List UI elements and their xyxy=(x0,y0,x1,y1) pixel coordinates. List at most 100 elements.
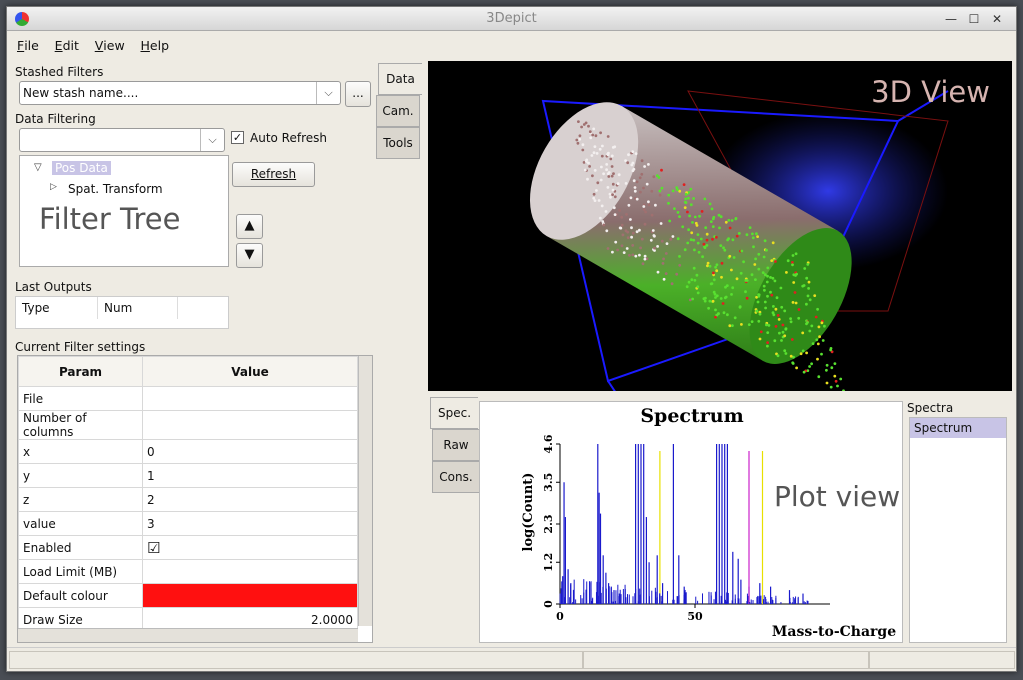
speckle-point xyxy=(731,238,735,242)
tree-expand-icon[interactable]: ▽ xyxy=(34,162,42,173)
speckle-point xyxy=(675,272,679,276)
column-header-value[interactable]: Value xyxy=(142,356,358,387)
speckle-point xyxy=(716,312,720,316)
settings-row[interactable]: Enabled ☑ xyxy=(18,535,358,560)
speckle-point xyxy=(720,275,723,279)
speckle-point xyxy=(695,224,699,227)
settings-row[interactable]: value 3 xyxy=(18,511,358,536)
tab-data[interactable]: Data xyxy=(378,63,422,95)
speckle-point xyxy=(649,238,653,242)
speckle-point xyxy=(634,254,638,258)
settings-value-cell[interactable]: ☑ xyxy=(142,535,358,560)
speckle-point xyxy=(803,267,807,270)
settings-row[interactable]: Load Limit (MB) xyxy=(18,559,358,584)
refresh-button[interactable]: Refresh xyxy=(232,162,315,187)
last-outputs-col-type[interactable]: Type xyxy=(16,297,98,319)
speckle-point xyxy=(724,220,728,224)
move-down-button[interactable]: ▼ xyxy=(236,243,263,268)
speckle-point xyxy=(709,220,713,224)
settings-value-cell[interactable] xyxy=(142,386,358,411)
column-header-param[interactable]: Param xyxy=(18,356,143,387)
settings-row[interactable]: Default colour xyxy=(18,583,358,608)
speckle-point xyxy=(795,366,798,370)
y-tick-label: 3.5 xyxy=(542,473,555,492)
chevron-down-icon[interactable]: ⌵ xyxy=(200,129,224,151)
settings-value-cell[interactable] xyxy=(142,583,358,608)
speckle-point xyxy=(703,246,707,250)
speckle-point xyxy=(808,365,811,368)
maximize-icon[interactable]: ☐ xyxy=(968,12,980,26)
settings-row[interactable]: Draw Size 2.0000 xyxy=(18,607,358,632)
auto-refresh-checkbox[interactable]: ✓ xyxy=(231,131,244,144)
close-icon[interactable]: ✕ xyxy=(991,12,1003,26)
speckle-point xyxy=(724,285,727,289)
chevron-down-icon[interactable]: ⌵ xyxy=(316,82,340,104)
spectra-list-item-spectrum[interactable]: Spectrum xyxy=(910,418,1006,438)
minimize-icon[interactable]: — xyxy=(945,12,957,26)
speckle-point xyxy=(763,288,766,292)
settings-value-cell[interactable]: 2 xyxy=(142,487,358,512)
speckle-point xyxy=(801,349,805,353)
menu-edit[interactable]: Edit xyxy=(54,38,79,53)
speckle-point xyxy=(600,204,604,208)
settings-value-cell[interactable] xyxy=(142,559,358,584)
speckle-point xyxy=(605,163,609,166)
tab-tools[interactable]: Tools xyxy=(376,127,420,159)
filter-tree[interactable]: ▽ Pos Data ▷ Spat. Transform Filter Tree xyxy=(19,155,229,267)
menu-help[interactable]: Help xyxy=(140,38,170,53)
speckle-point xyxy=(765,280,769,284)
move-up-button[interactable]: ▲ xyxy=(236,214,263,239)
speckle-point xyxy=(619,226,623,230)
speckle-point xyxy=(620,215,624,219)
settings-param-cell: Draw Size xyxy=(18,607,143,632)
tree-node-spat-transform[interactable]: Spat. Transform xyxy=(68,182,163,196)
tab-raw[interactable]: Raw xyxy=(432,429,480,461)
tab-cons[interactable]: Cons. xyxy=(432,461,480,493)
speckle-point xyxy=(581,143,585,147)
settings-row[interactable]: Number of columns xyxy=(18,410,358,440)
speckle-point xyxy=(757,252,761,256)
speckle-point xyxy=(611,193,614,197)
settings-value-cell[interactable]: 1 xyxy=(142,463,358,488)
speckle-point xyxy=(601,144,604,148)
stash-more-button[interactable]: ... xyxy=(345,81,371,107)
speckle-point xyxy=(745,233,749,237)
settings-value-cell[interactable]: 0 xyxy=(142,439,358,464)
tree-collapse-icon[interactable]: ▷ xyxy=(50,182,57,192)
speckle-point xyxy=(712,278,716,282)
menu-view[interactable]: View xyxy=(94,38,125,53)
menu-file[interactable]: File xyxy=(17,38,39,53)
speckle-point xyxy=(684,193,688,196)
settings-vertical-scrollbar[interactable] xyxy=(358,356,372,626)
stash-name-value: New stash name.... xyxy=(23,86,139,100)
speckle-point xyxy=(742,260,745,264)
tab-cam[interactable]: Cam. xyxy=(376,95,420,127)
stash-name-combo[interactable]: New stash name.... ⌵ xyxy=(19,81,341,105)
tree-node-pos-data[interactable]: Pos Data xyxy=(52,161,111,175)
spectra-list[interactable]: Spectrum xyxy=(909,417,1007,643)
settings-horizontal-scrollbar[interactable] xyxy=(18,628,358,642)
settings-value-cell[interactable]: 3 xyxy=(142,511,358,536)
3d-view-canvas[interactable]: 3D View xyxy=(428,61,1012,391)
tab-spec[interactable]: Spec. xyxy=(430,397,478,429)
settings-param-cell: x xyxy=(18,439,143,464)
speckle-point xyxy=(693,278,697,282)
settings-row[interactable]: File xyxy=(18,386,358,411)
speckle-point xyxy=(775,296,779,300)
settings-grid[interactable]: Param Value File Number of columns x 0 y 1 z 2 v… xyxy=(17,355,373,643)
settings-value-cell[interactable] xyxy=(142,410,358,440)
speckle-point xyxy=(759,330,763,334)
filter-add-combo[interactable]: ⌵ xyxy=(19,128,225,152)
settings-table[interactable]: Param Value File Number of columns x 0 y 1 z 2 v… xyxy=(18,356,358,632)
speckle-point xyxy=(640,159,644,163)
speckle-point xyxy=(730,268,733,272)
plot-view-caption: Plot view xyxy=(774,480,901,513)
last-outputs-col-num[interactable]: Num xyxy=(98,297,178,319)
last-outputs-table[interactable]: Type Num xyxy=(15,296,229,329)
speckle-point xyxy=(825,381,829,385)
plot-area[interactable]: Spectrum Mass-to-Charge log(Count) 0 1.2 2… xyxy=(479,401,903,643)
speckle-point xyxy=(643,257,647,261)
